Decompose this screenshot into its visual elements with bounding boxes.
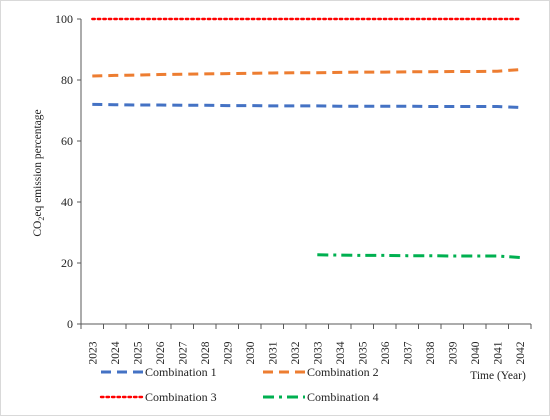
x-tick-label: 2036: [380, 341, 392, 364]
x-tick-label: 2034: [335, 341, 347, 364]
y-axis-title-part: eq emission percentage: [32, 109, 44, 216]
y-tick-label: 60: [61, 134, 73, 148]
y-tick-label: 20: [61, 256, 73, 270]
series-line-combination-1: [92, 102, 520, 109]
x-tick-label: 2032: [290, 341, 302, 364]
x-tick-label: 2030: [245, 341, 257, 364]
y-tick-labels: 0 20 40 60 80 100: [55, 12, 81, 331]
legend: Combination 1 Combination 2 Combination 3 C…: [99, 365, 379, 404]
x-tick-label: 2024: [110, 341, 122, 364]
x-tick-label: 2040: [470, 341, 482, 364]
legend-label: Combination 4: [307, 390, 379, 404]
x-tick-label: 2025: [132, 341, 144, 364]
x-tick-label: 2039: [447, 341, 459, 364]
x-tick-labels: 2023 2024 2025 2026 2027 2028 2029 2030 2031 2032…: [80, 324, 532, 365]
legend-label: Combination 1: [145, 365, 217, 379]
x-tick-label: 2026: [155, 341, 167, 364]
axes: [80, 19, 531, 325]
x-tick-label: 2023: [87, 341, 99, 364]
x-tick-label: 2029: [222, 341, 234, 364]
x-tick-label: 2042: [515, 341, 527, 364]
series-line-combination-4: [317, 253, 520, 259]
y-tick-label: 0: [67, 317, 73, 331]
x-tick-label: 2028: [200, 341, 212, 364]
y-axis-title-part: CO: [32, 221, 44, 237]
x-axis-title: Time (Year): [470, 370, 526, 382]
series-line-combination-2: [92, 68, 520, 78]
y-tick-label: 100: [55, 12, 73, 26]
x-tick-label: 2041: [492, 341, 504, 364]
y-axis-title-subscript: 2: [37, 217, 46, 221]
y-axis-title: CO2eq emission percentage: [32, 109, 46, 236]
y-tick-label: 80: [61, 73, 73, 87]
series-lines: [91, 17, 521, 259]
x-tick-label: 2031: [267, 341, 279, 364]
x-tick-label: 2033: [312, 341, 324, 364]
legend-label: Combination 3: [145, 390, 217, 404]
x-tick-label: 2038: [425, 341, 437, 364]
svg-text:CO2eq emission percentage: CO2eq emission percentage: [32, 109, 46, 236]
x-tick-label: 2037: [402, 341, 414, 364]
x-tick-label: 2035: [357, 341, 369, 364]
x-tick-label: 2027: [177, 341, 189, 364]
y-tick-label: 40: [61, 195, 73, 209]
legend-label: Combination 2: [307, 365, 379, 379]
